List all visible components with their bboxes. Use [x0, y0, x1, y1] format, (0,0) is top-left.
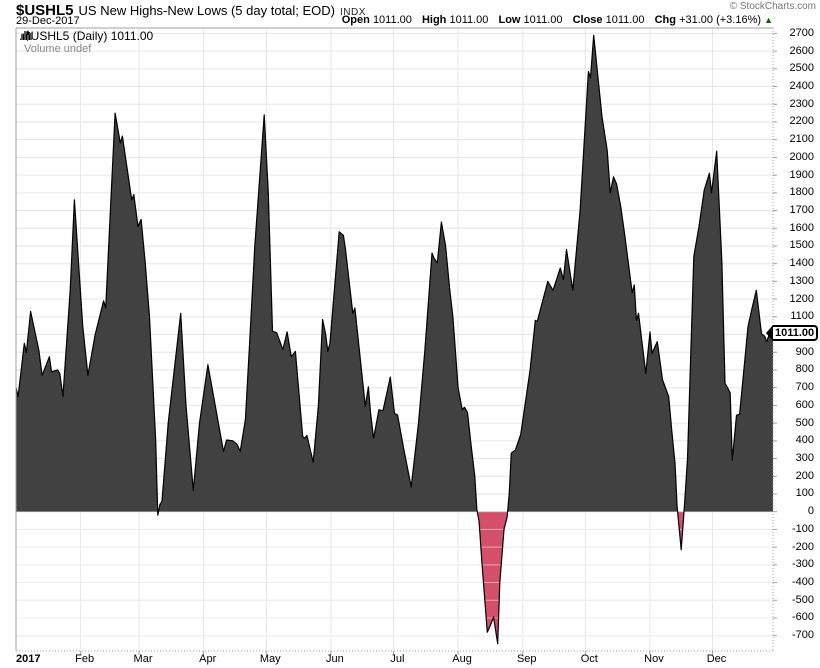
high-label: High	[421, 14, 447, 26]
x-axis: 2017 Feb Mar Apr May Jun Jul Aug Sep Oct Nov Dec	[0, 653, 820, 667]
last-price-value: 1011.00	[773, 324, 819, 341]
series-legend-row[interactable]: $USHL5 (Daily) 1011.00	[20, 30, 153, 43]
close-label: Close	[572, 14, 603, 26]
x-axis-month-label: Apr	[199, 653, 217, 665]
chg-label: Chg	[654, 14, 676, 26]
instrument-name: US New Highs-New Lows (5 day total; EOD)	[78, 3, 336, 18]
ticker-symbol: $USHL5	[16, 2, 74, 19]
last-price-marker: 1011.00	[766, 324, 819, 341]
x-axis-year-label: 2017	[16, 653, 41, 665]
x-axis-month-label: May	[259, 653, 281, 665]
series-legend-label: $USHL5 (Daily) 1011.00	[24, 29, 154, 43]
high-value: 1011.00	[449, 14, 489, 26]
volume-legend-row[interactable]: Volume undef	[20, 31, 153, 56]
x-axis-month-label: Dec	[706, 653, 727, 665]
x-axis-month-label: Oct	[580, 653, 598, 665]
x-axis-month-label: Jul	[390, 653, 405, 665]
x-axis-month-label: Jun	[326, 653, 344, 665]
change-up-icon: ▲	[764, 15, 773, 25]
price-marker-arrow-icon	[766, 324, 773, 341]
x-axis-month-label: Nov	[644, 653, 664, 665]
open-value: 1011.00	[372, 14, 412, 26]
volume-legend-label: Volume undef	[24, 43, 92, 55]
x-axis-month-label: Sep	[516, 653, 537, 665]
quote-date: 29-Dec-2017	[16, 15, 80, 27]
ohlc-quote-row: Open 1011.00 High 1011.00 Low 1011.00 Cl…	[335, 14, 773, 26]
open-label: Open	[341, 14, 370, 26]
low-value: 1011.00	[523, 14, 563, 26]
x-axis-month-label: Feb	[75, 653, 95, 665]
x-axis-month-label: Mar	[133, 653, 153, 665]
low-label: Low	[498, 14, 521, 26]
chart-header: $USHL5 US New Highs-New Lows (5 day tota…	[16, 2, 366, 19]
exchange-label: INDX	[340, 7, 366, 18]
close-value: 1011.00	[605, 14, 645, 26]
chg-value: +31.00 (+3.16%)	[679, 14, 762, 26]
plot-legend: $USHL5 (Daily) 1011.00 Volume undef	[20, 30, 153, 56]
copyright-credit: © StockCharts.com	[729, 1, 816, 12]
x-axis-month-label: Aug	[452, 653, 472, 665]
